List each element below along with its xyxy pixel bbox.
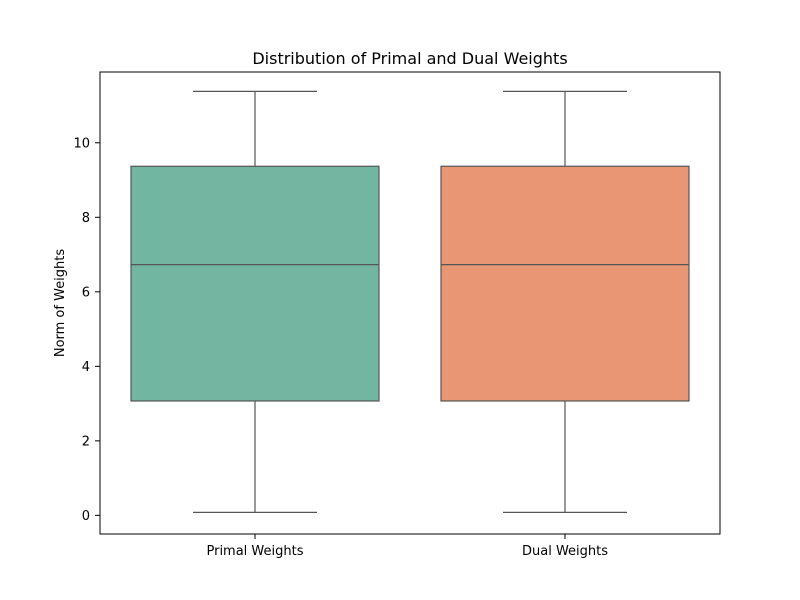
- y-tick-label: 2: [82, 434, 90, 449]
- chart-title: Distribution of Primal and Dual Weights: [252, 49, 567, 68]
- x-tick-label: Primal Weights: [206, 544, 303, 559]
- y-tick-label: 4: [82, 360, 90, 375]
- y-axis-label: Norm of Weights: [53, 249, 68, 358]
- plot-frame: [99, 71, 721, 535]
- box-iqr: [440, 165, 690, 402]
- y-tick-label: 6: [82, 285, 90, 300]
- x-tick-label: Dual Weights: [522, 544, 608, 559]
- y-tick-label: 10: [73, 136, 90, 151]
- box-iqr: [130, 165, 380, 402]
- y-tick-label: 0: [82, 509, 90, 524]
- plot-marks: 0 2 4 6 8 10 Primal Weights Dual Weights: [73, 90, 690, 559]
- y-tick-label: 8: [82, 211, 90, 226]
